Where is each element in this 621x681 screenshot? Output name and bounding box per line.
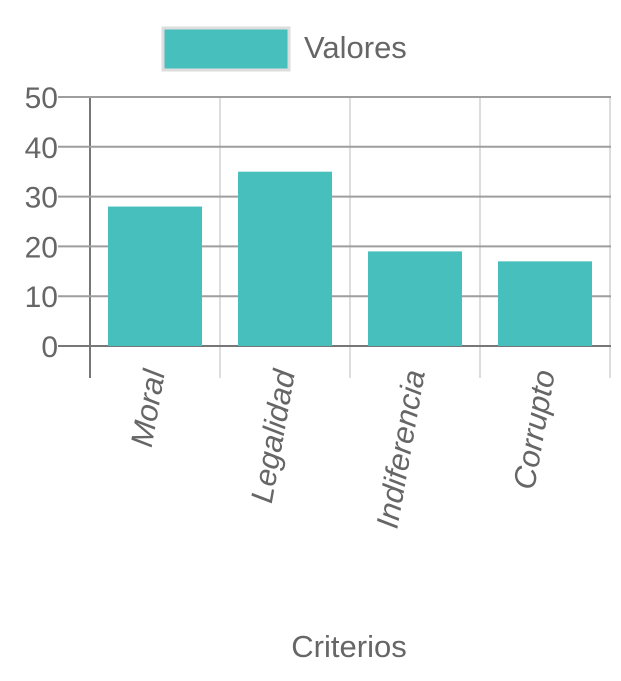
legend-label: Valores <box>304 30 407 65</box>
y-tick-label: 0 <box>41 331 58 364</box>
x-tick-label: Moral <box>124 366 172 450</box>
y-tick-label: 10 <box>25 281 58 314</box>
bar-corrupto <box>498 261 592 346</box>
y-axis-ticks: 0 10 20 30 40 50 <box>25 82 58 364</box>
x-tick-label: Legalidad <box>244 365 302 505</box>
bar-legalidad <box>238 171 332 346</box>
bar-indiferencia <box>368 251 462 346</box>
x-axis-title: Criterios <box>291 629 406 664</box>
x-tick-label: Indiferencia <box>370 367 432 531</box>
bars <box>108 171 592 346</box>
y-tick-label: 40 <box>25 132 58 165</box>
y-tick-label: 50 <box>25 82 58 115</box>
x-axis-ticks: Moral Legalidad Indiferencia Corrupto <box>124 365 562 531</box>
y-tick-label: 20 <box>25 231 58 264</box>
legend: Valores <box>161 26 407 72</box>
x-tick-label: Corrupto <box>506 367 561 492</box>
bar-moral <box>108 206 202 346</box>
legend-swatch <box>161 26 291 72</box>
y-tick-label: 30 <box>25 182 58 215</box>
